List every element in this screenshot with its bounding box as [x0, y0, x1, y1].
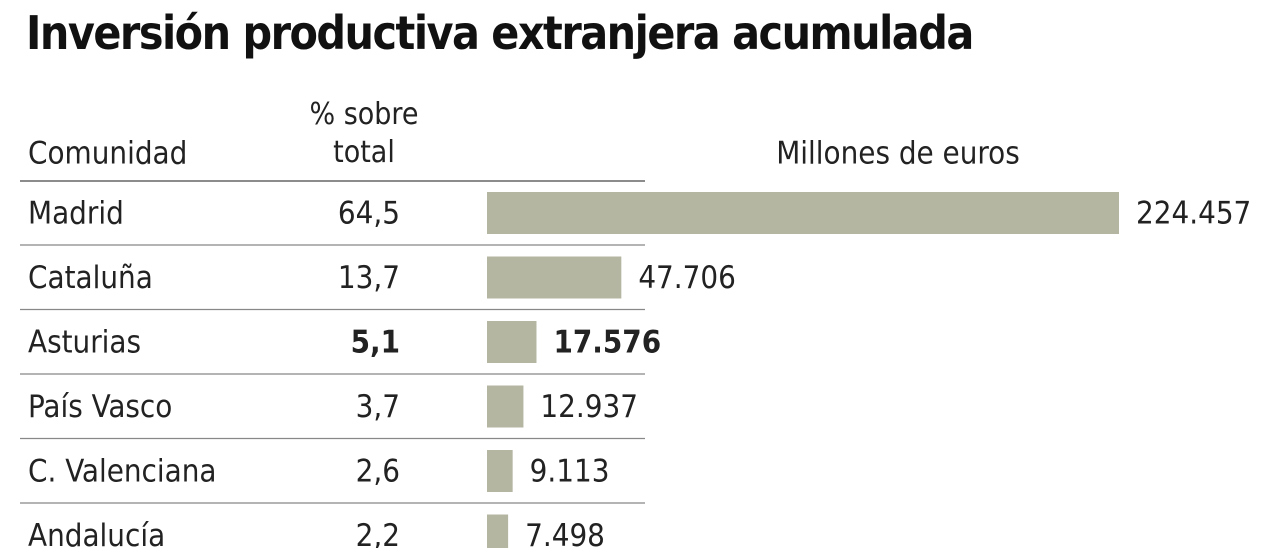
category-label: Cataluña [28, 260, 153, 296]
category-label: Asturias [28, 325, 141, 361]
share-header: % sobre total [309, 97, 419, 170]
bar [487, 256, 622, 299]
bar [487, 385, 524, 428]
share-label: 2,2 [356, 518, 400, 548]
category-label: Madrid [28, 196, 124, 232]
value-label: 224.457 [1136, 196, 1251, 232]
share-label: 3,7 [356, 389, 400, 425]
value-label: 17.576 [553, 325, 661, 361]
value-label: 9.113 [530, 454, 610, 490]
value-label: 12.937 [540, 389, 638, 425]
bar [487, 450, 513, 492]
bar [487, 192, 1119, 234]
share-label: 5,1 [351, 325, 400, 361]
value-label: 47.706 [638, 260, 736, 296]
value-label: 7.498 [525, 518, 605, 548]
category-label: C. Valenciana [28, 454, 216, 490]
value-header: Millones de euros [776, 136, 1020, 172]
category-label: Andalucía [28, 518, 165, 548]
bar [487, 321, 537, 363]
share-label: 64,5 [338, 196, 400, 232]
share-label: 2,6 [356, 454, 400, 490]
category-label: País Vasco [28, 389, 172, 425]
bar [487, 514, 509, 548]
chart-title: Inversión productiva extranjera acumulad… [26, 6, 974, 60]
share-label: 13,7 [338, 260, 400, 296]
category-header: Comunidad [28, 136, 187, 172]
